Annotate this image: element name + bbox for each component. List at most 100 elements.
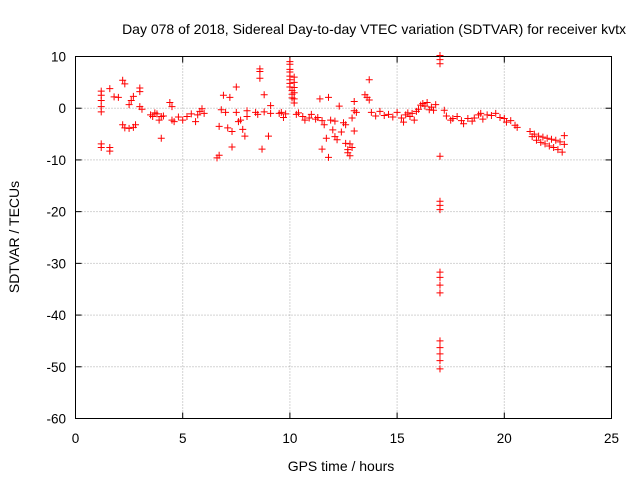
data-point (264, 132, 272, 140)
data-point (258, 145, 266, 153)
data-point (513, 123, 521, 131)
data-point (558, 148, 566, 156)
data-point (400, 118, 408, 126)
y-tick-label: 10 (51, 50, 66, 65)
data-point (194, 111, 202, 119)
data-point (127, 96, 135, 104)
data-point (329, 126, 337, 134)
data-point (348, 114, 356, 122)
data-point (502, 118, 510, 126)
data-point (526, 127, 534, 135)
data-point (404, 109, 412, 117)
data-point (410, 116, 418, 124)
data-point (318, 145, 326, 153)
data-point (125, 124, 133, 132)
data-point (560, 132, 568, 140)
grid-lines (75, 56, 612, 419)
data-point (232, 83, 240, 91)
data-point (168, 103, 176, 111)
data-point (331, 117, 339, 125)
data-point (543, 134, 551, 142)
x-tick-label: 20 (497, 431, 512, 446)
plot-frame (75, 56, 612, 419)
data-point (318, 117, 326, 125)
data-point (346, 140, 354, 148)
data-point (155, 116, 163, 124)
y-tick-label: -10 (46, 153, 66, 168)
data-point (260, 91, 268, 99)
data-point (119, 76, 127, 84)
data-point (267, 109, 275, 117)
data-point (198, 105, 206, 113)
data-point (239, 125, 247, 133)
data-point (226, 93, 234, 101)
data-point (421, 102, 429, 110)
y-tick-label: -50 (46, 360, 66, 375)
data-point (217, 106, 225, 114)
data-point (530, 130, 538, 138)
data-point (350, 97, 358, 105)
data-point (170, 118, 178, 126)
data-point (294, 109, 302, 117)
data-point (166, 99, 174, 107)
data-point (149, 112, 157, 120)
data-point (342, 139, 350, 147)
data-point (192, 118, 200, 126)
data-point (121, 80, 129, 88)
data-point (159, 112, 167, 120)
data-point (507, 117, 515, 125)
data-point (254, 110, 262, 118)
data-point (187, 110, 195, 118)
data-point (132, 121, 140, 129)
y-tick-label: 0 (58, 101, 66, 116)
data-point (430, 106, 438, 114)
data-point (316, 95, 324, 103)
data-point (560, 140, 568, 148)
data-points (97, 51, 568, 373)
x-tick-label: 15 (390, 431, 405, 446)
data-point (224, 124, 232, 132)
data-point (436, 152, 444, 160)
data-point (215, 151, 223, 159)
data-point (500, 115, 508, 123)
data-point (365, 76, 373, 84)
y-tick-label: -60 (46, 412, 66, 427)
data-point (376, 107, 384, 115)
data-point (372, 112, 380, 120)
data-point (539, 133, 547, 141)
data-point (267, 102, 275, 110)
axis-ticks: 0 5 10 15 20 25 -60 -50 -40 -30 -20 -10 0 10 (46, 50, 619, 447)
data-point (554, 146, 562, 154)
data-point (535, 132, 543, 140)
data-point (342, 121, 350, 129)
data-point (97, 108, 105, 116)
data-point (215, 122, 223, 130)
data-point (436, 273, 444, 281)
data-point (136, 88, 144, 96)
data-point (232, 108, 240, 116)
data-point (449, 115, 457, 123)
data-point (327, 116, 335, 124)
data-point (367, 108, 375, 116)
data-point (532, 136, 540, 144)
data-point (470, 114, 478, 122)
data-point (256, 67, 264, 75)
data-point (200, 109, 208, 117)
data-point (110, 93, 118, 101)
data-point (453, 112, 461, 120)
data-point (436, 357, 444, 365)
data-point (237, 116, 245, 124)
y-tick-label: -40 (46, 308, 66, 323)
data-point (121, 124, 129, 132)
data-point (352, 108, 360, 116)
data-point (256, 74, 264, 82)
data-point (179, 116, 187, 124)
data-point (228, 127, 236, 135)
x-tick-label: 25 (604, 431, 619, 446)
data-point (335, 102, 343, 110)
data-point (222, 108, 230, 116)
data-point (129, 92, 137, 100)
data-point (385, 110, 393, 118)
data-point (322, 134, 330, 142)
data-point (436, 289, 444, 297)
